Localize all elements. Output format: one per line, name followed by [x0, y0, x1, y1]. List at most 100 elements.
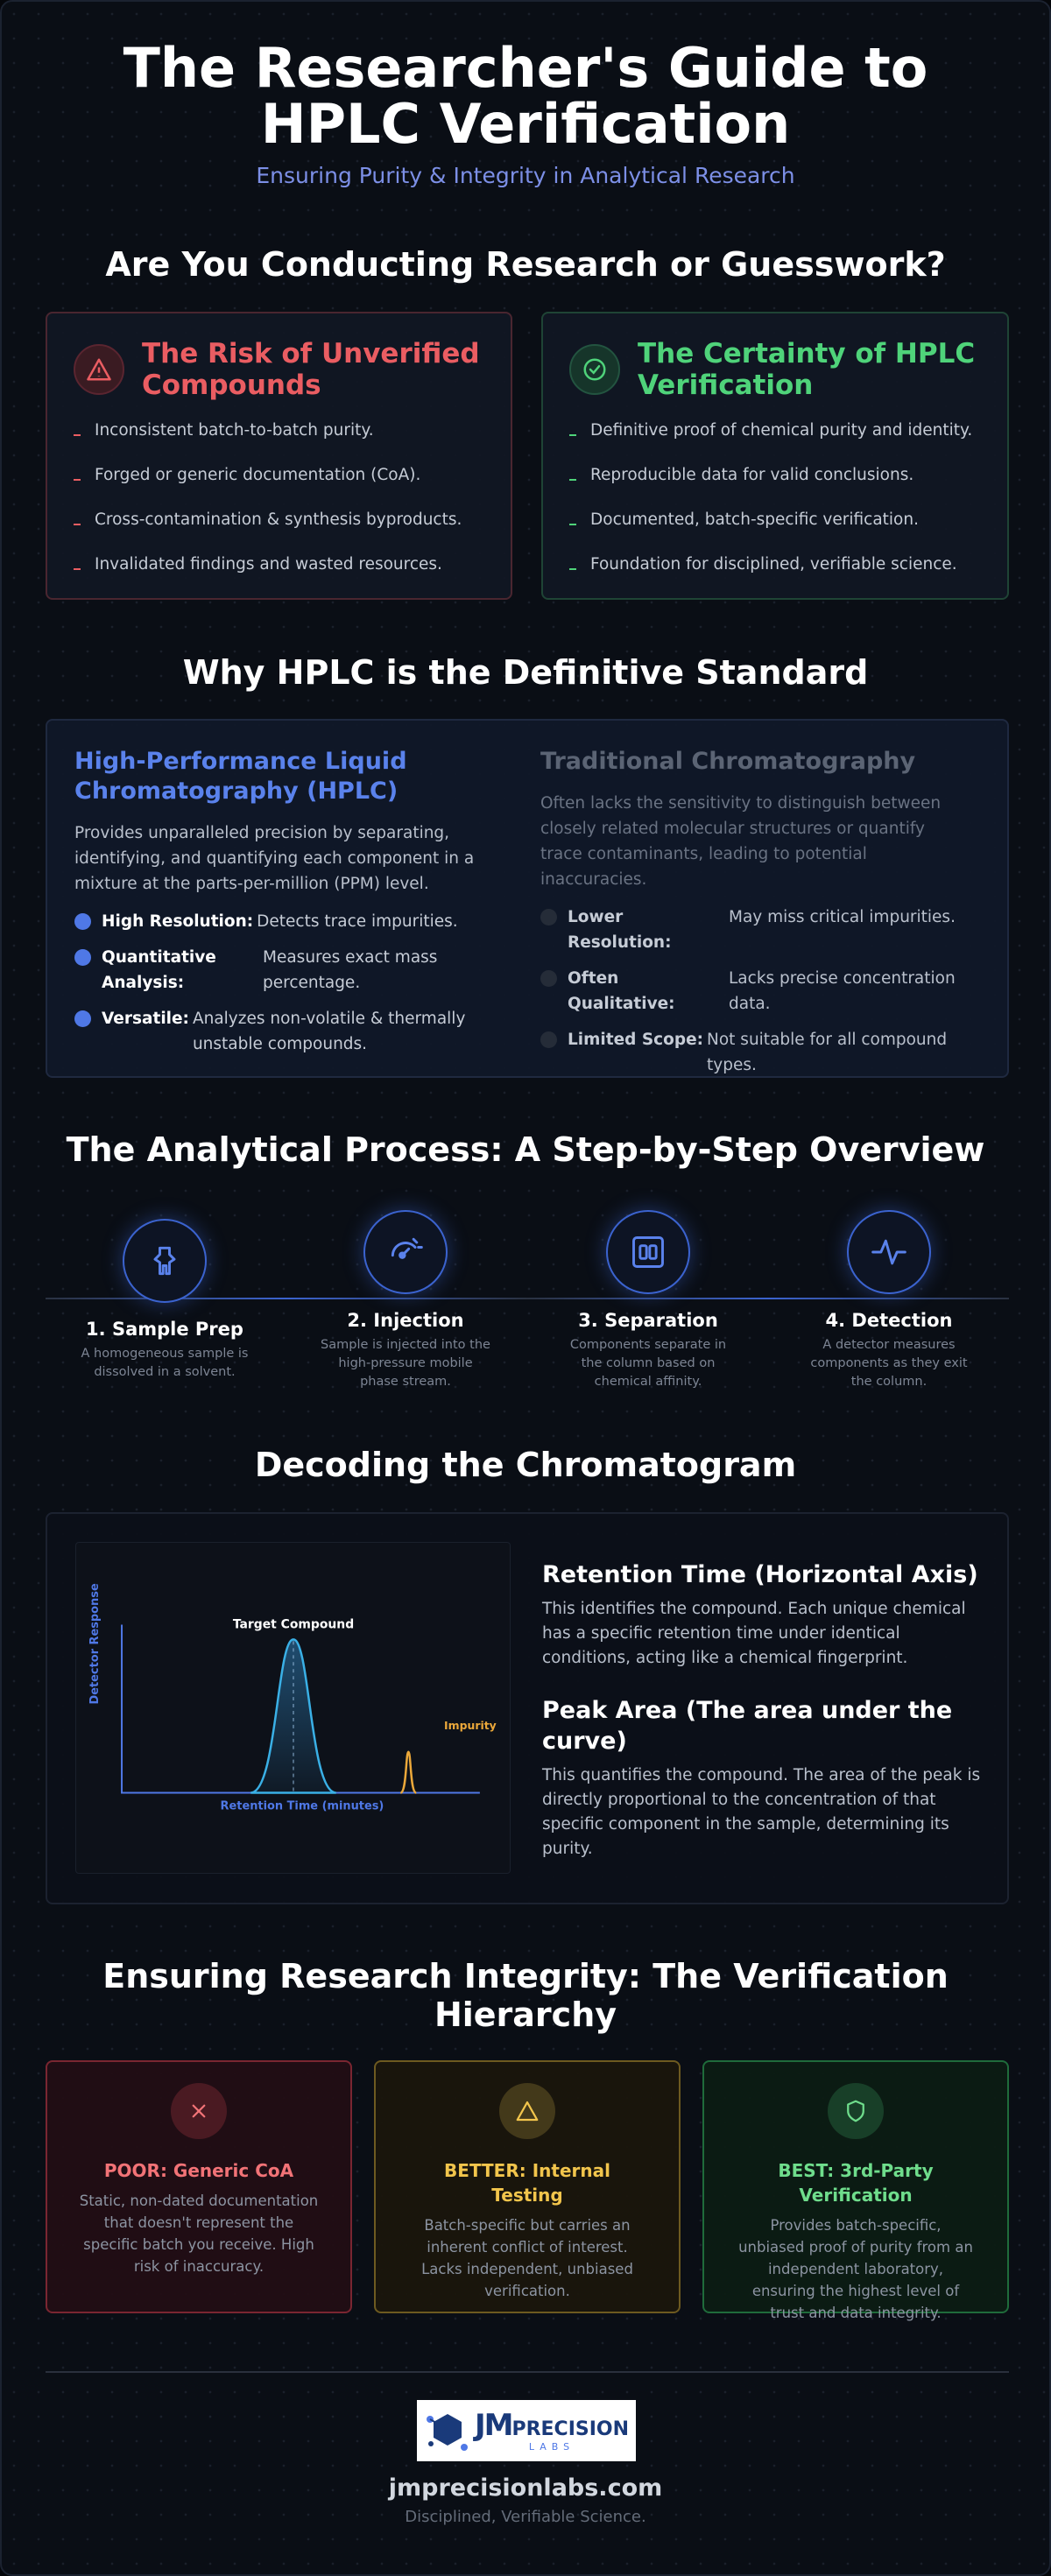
- url: jmprecisionlabs.com: [388, 2474, 663, 2502]
- card-title-text: The Risk of Unverified Compounds: [142, 338, 480, 401]
- tier-card: POOR: Generic CoA Static, non-dated docum…: [46, 2060, 352, 2313]
- peak-label: Target Compound: [233, 1617, 354, 1631]
- list-item: Reproducible data for valid conclusions.: [569, 465, 981, 486]
- tagline: Disciplined, Verifiable Science.: [405, 2508, 646, 2526]
- feature-list: High Resolution: Detects trace impurities…: [74, 909, 495, 1057]
- feature-dot: [540, 1031, 557, 1048]
- step-text: A detector measures components as they e…: [810, 1338, 968, 1389]
- risk-card: The Risk of Unverified Compounds Inconsi…: [46, 312, 512, 600]
- check-icon: [569, 344, 620, 395]
- explanation-text: This quantifies the compound. The area o…: [542, 1766, 981, 1858]
- tier-icon: [171, 2083, 227, 2139]
- feature-label: Lower Resolution:: [568, 908, 672, 952]
- tier-text: Static, non-dated documentation that doe…: [79, 2192, 319, 2275]
- target-peak: [250, 1638, 337, 1794]
- feature: High Resolution: Detects trace impurities…: [74, 909, 495, 934]
- list-item: Definitive proof of chemical purity and …: [569, 420, 981, 441]
- y-axis-label: Detector Response: [88, 1583, 102, 1704]
- feature-text: Analyzes non-volatile & thermally unstab…: [192, 1010, 466, 1053]
- feature-dot: [74, 949, 91, 966]
- list-item: Inconsistent batch-to-batch purity.: [74, 420, 484, 441]
- certainty-list: Definitive proof of chemical purity and …: [569, 420, 981, 575]
- feature-label: Versatile:: [102, 1010, 189, 1028]
- chromatogram-card: Target Compound Impurity Retention Time …: [46, 1512, 1009, 1904]
- tier-text: Batch-specific but carries an inherent c…: [421, 2217, 633, 2299]
- list-item: Forged or generic documentation (CoA).: [74, 465, 484, 486]
- feature-text: Not suitable for all compound types.: [707, 1031, 948, 1074]
- feature-text: May miss critical impurities.: [729, 908, 956, 926]
- subtitle: Ensuring Purity & Integrity in Analytica…: [256, 163, 795, 188]
- column-title: Traditional Chromatography: [540, 748, 916, 775]
- feature: Limited Scope: Not suitable for all compo…: [540, 1027, 961, 1078]
- section-heading: Ensuring Research Integrity: The Verific…: [102, 1957, 949, 2034]
- tier-icon: [828, 2083, 884, 2139]
- feature-text: Lacks precise concentration data.: [729, 969, 956, 1013]
- impurity-peak: [399, 1750, 418, 1794]
- risk-list: Inconsistent batch-to-batch purity. Forge…: [74, 420, 484, 575]
- feature: Lower Resolution: May miss critical impur…: [540, 904, 961, 955]
- column-description: Provides unparalleled precision by separ…: [74, 824, 475, 893]
- step-title: 3. Separation: [578, 1310, 718, 1331]
- feature-label: Often Qualitative:: [568, 969, 675, 1013]
- tier-title: BETTER: Internal Testing: [444, 2160, 610, 2206]
- explanation-title: Retention Time (Horizontal Axis): [542, 1561, 978, 1588]
- process-line: [46, 1298, 1009, 1299]
- impurity-label: Impurity: [444, 1719, 497, 1732]
- logo-sub: LABS: [528, 2440, 575, 2453]
- step-title: 4. Detection: [825, 1310, 953, 1331]
- tier-card: BETTER: Internal Testing Batch-specific b…: [374, 2060, 681, 2313]
- tier-icon: [499, 2083, 555, 2139]
- feature-dot: [74, 913, 91, 930]
- logo-mark: JM: [474, 2407, 514, 2443]
- logo-name: PRECISION: [511, 2418, 630, 2440]
- explanation-title: Peak Area (The area under the curve): [542, 1697, 953, 1755]
- title-line: HPLC Verification: [260, 92, 791, 156]
- list-item: Invalidated findings and wasted resource…: [74, 554, 484, 575]
- feature-dot: [74, 1010, 91, 1027]
- feature-dot: [540, 909, 557, 926]
- process-step: 3. Separation Components separate in the …: [543, 1210, 753, 1391]
- standard-card: High-Performance Liquid Chromatography (…: [46, 719, 1009, 1078]
- chromatogram: Target Compound Impurity Retention Time …: [75, 1542, 511, 1874]
- traditional-column: Traditional Chromatography Often lacks t…: [540, 747, 961, 1088]
- explanation: Peak Area (The area under the curve) This…: [542, 1695, 984, 1862]
- card-title-text: The Certainty of HPLC Verification: [638, 338, 976, 401]
- card-title: The Certainty of HPLC Verification: [569, 338, 981, 401]
- step-text: A homogeneous sample is dissolved in a s…: [81, 1347, 249, 1379]
- divider: [46, 2371, 1009, 2373]
- section-heading: Are You Conducting Research or Guesswork…: [105, 245, 946, 284]
- tier-title: POOR: Generic CoA: [103, 2160, 294, 2181]
- step-text: Components separate in the column based …: [569, 1338, 727, 1389]
- feature-text: Measures exact mass percentage.: [263, 948, 438, 992]
- feature-list: Lower Resolution: May miss critical impur…: [540, 904, 961, 1078]
- feature-dot: [540, 970, 557, 987]
- process-step: 1. Sample Prep A homogeneous sample is di…: [60, 1219, 270, 1382]
- hplc-column: High-Performance Liquid Chromatography (…: [74, 747, 495, 1067]
- explanation-text: This identifies the compound. Each uniqu…: [542, 1600, 966, 1667]
- tier-card: BEST: 3rd-Party Verification Provides bat…: [702, 2060, 1009, 2321]
- step-icon: [123, 1219, 207, 1303]
- title: The Researcher's Guide to HPLC Verificat…: [2, 40, 1049, 152]
- tier-title: BEST: 3rd-Party Verification: [778, 2160, 934, 2206]
- step-title: 2. Injection: [347, 1310, 464, 1331]
- certainty-card: The Certainty of HPLC Verification Defin…: [541, 312, 1009, 600]
- warning-icon: [74, 344, 124, 395]
- feature: Quantitative Analysis: Measures exact mas…: [74, 945, 495, 996]
- feature-label: Quantitative Analysis:: [102, 948, 216, 992]
- explanation: Retention Time (Horizontal Axis) This ide…: [542, 1559, 984, 1671]
- logo-mark-icon: [426, 2414, 468, 2451]
- step-icon: [847, 1210, 931, 1294]
- feature-label: High Resolution:: [102, 912, 254, 931]
- feature-text: Detects trace impurities.: [257, 912, 458, 931]
- process-step: 4. Detection A detector measures componen…: [784, 1210, 994, 1391]
- step-text: Sample is injected into the high-pressur…: [321, 1338, 490, 1389]
- list-item: Cross-contamination & synthesis byproduc…: [74, 510, 484, 531]
- x-axis-label: Retention Time (minutes): [221, 1799, 384, 1812]
- feature-label: Limited Scope:: [568, 1031, 704, 1049]
- step-icon: [606, 1210, 690, 1294]
- list-item: Foundation for disciplined, verifiable s…: [569, 554, 981, 575]
- process-step: 2. Injection Sample is injected into the …: [300, 1210, 511, 1391]
- step-title: 1. Sample Prep: [86, 1319, 243, 1340]
- column-description: Often lacks the sensitivity to distingui…: [540, 794, 942, 889]
